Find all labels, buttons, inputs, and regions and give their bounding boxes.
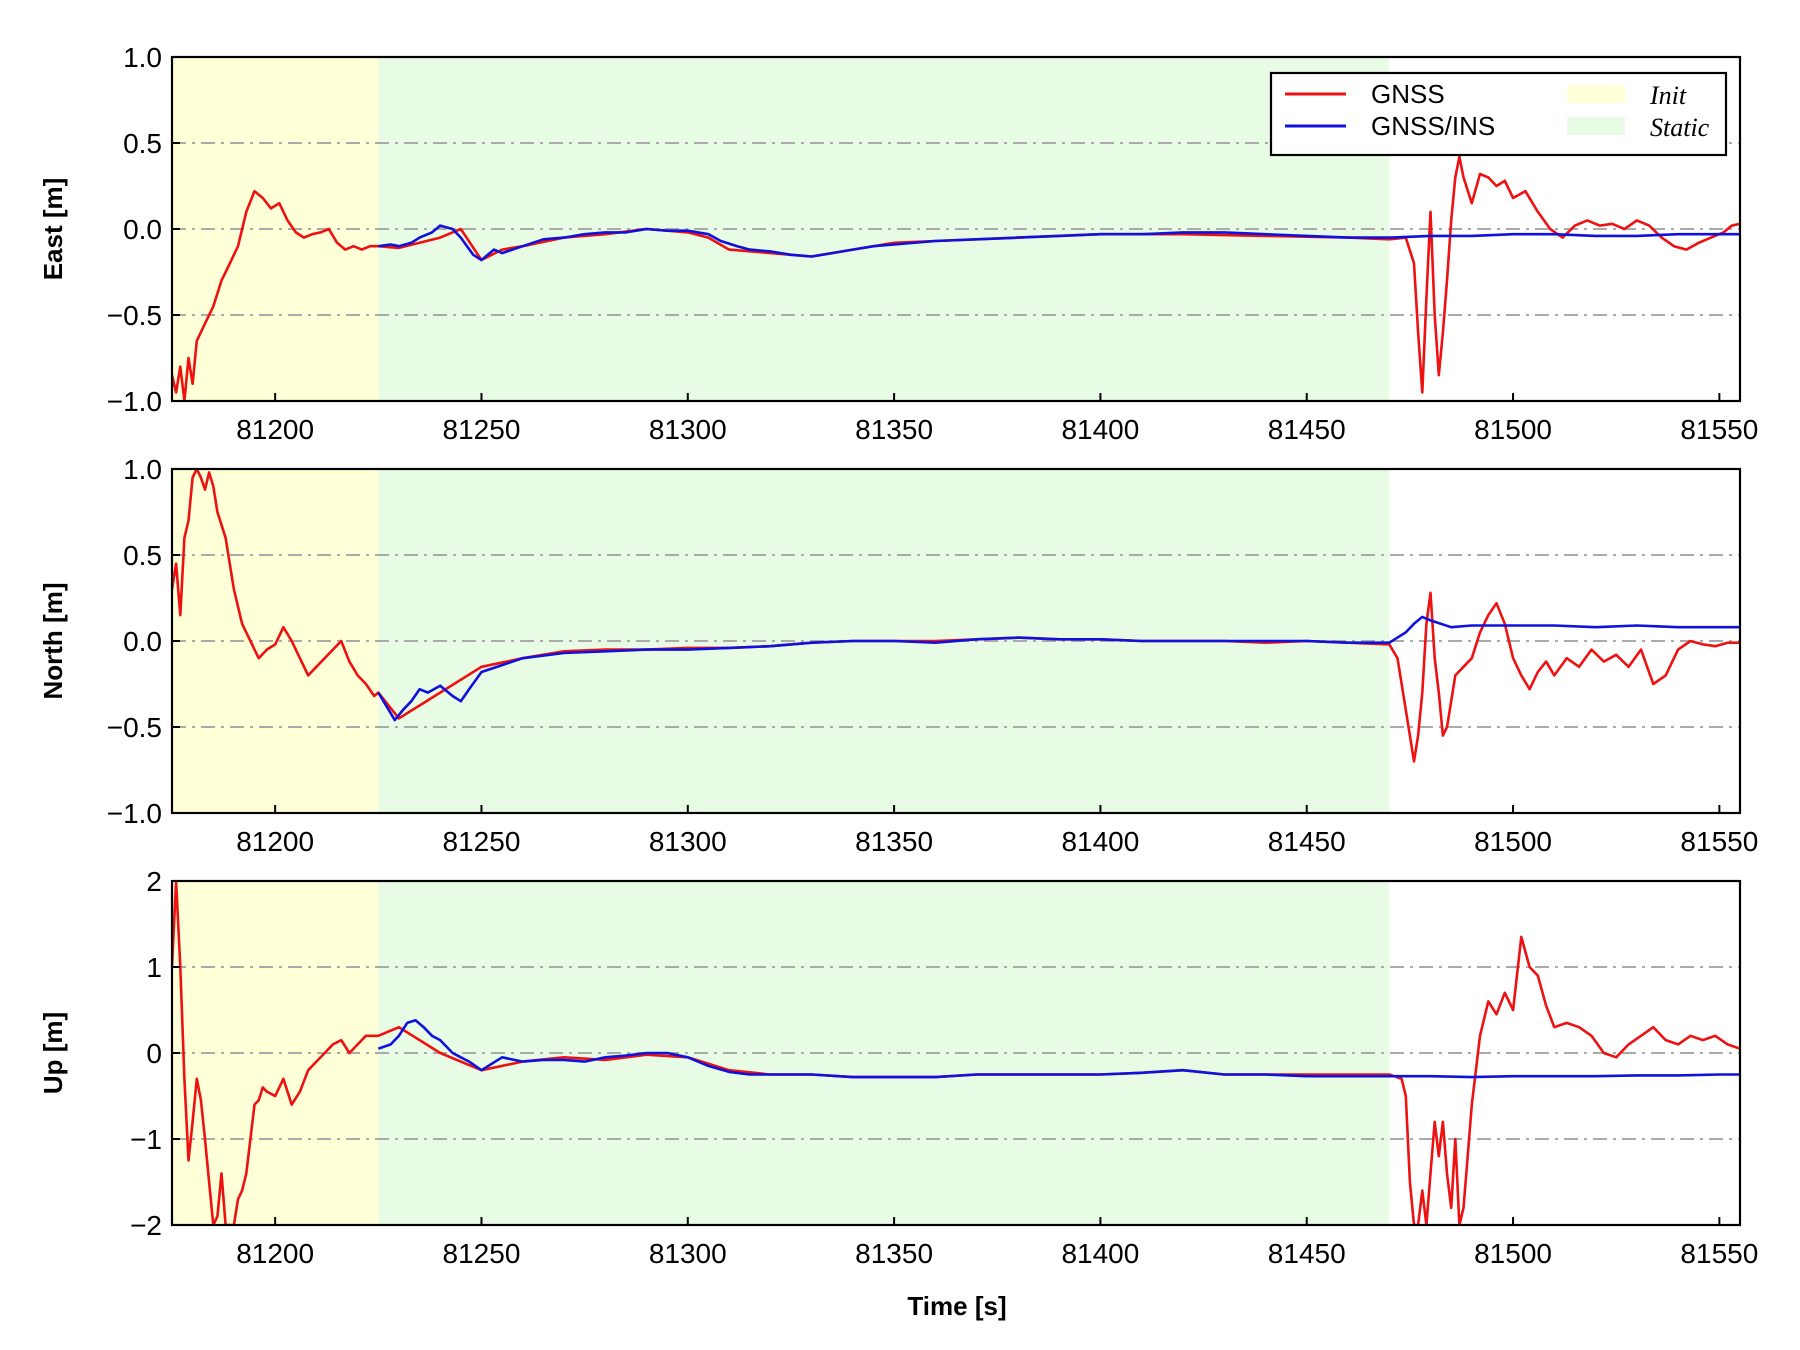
y-tick-label: 0.5 bbox=[123, 540, 162, 571]
y-tick-label: −1 bbox=[130, 1124, 162, 1155]
legend-frame bbox=[1269, 71, 1728, 157]
y-tick-label: 2 bbox=[146, 866, 162, 897]
x-tick-label: 81500 bbox=[1474, 1238, 1552, 1269]
legend-label-gnss: GNSS bbox=[1371, 79, 1445, 109]
legend-label-init: Init bbox=[1649, 81, 1687, 110]
x-tick-label: 81250 bbox=[443, 826, 521, 857]
y-tick-label: 1.0 bbox=[123, 454, 162, 485]
y-tick-label: −1.0 bbox=[107, 798, 162, 829]
x-tick-label: 81500 bbox=[1474, 826, 1552, 857]
y-tick-label: 1.0 bbox=[123, 42, 162, 73]
x-tick-label: 81450 bbox=[1268, 826, 1346, 857]
x-tick-label: 81250 bbox=[443, 1238, 521, 1269]
x-tick-label: 81350 bbox=[855, 414, 933, 445]
y-axis-title-east: East [m] bbox=[38, 178, 68, 281]
x-tick-label: 81250 bbox=[443, 414, 521, 445]
x-axis-title: Time [s] bbox=[907, 1291, 1006, 1321]
x-tick-label: 81550 bbox=[1680, 826, 1758, 857]
x-tick-label: 81300 bbox=[649, 1238, 727, 1269]
y-tick-label: 1 bbox=[146, 952, 162, 983]
y-tick-label: 0.0 bbox=[123, 626, 162, 657]
x-tick-label: 81200 bbox=[236, 1238, 314, 1269]
y-tick-label: −1.0 bbox=[107, 386, 162, 417]
y-tick-label: −0.5 bbox=[107, 712, 162, 743]
panel-east: −1.0 −0.5 0.0 0.5 1.0 81200 81250 81300 81350 814… bbox=[38, 42, 1758, 445]
x-tick-label: 81450 bbox=[1268, 414, 1346, 445]
legend-swatch-static bbox=[1567, 117, 1625, 135]
x-tick-label: 81200 bbox=[236, 826, 314, 857]
legend: GNSS GNSS/INS Init Static bbox=[1269, 71, 1728, 157]
x-tick-label: 81400 bbox=[1061, 414, 1139, 445]
panel-up: −2 −1 0 1 2 81200 81250 81300 81350 81400 81450 815… bbox=[38, 866, 1758, 1269]
x-tick-label: 81400 bbox=[1061, 1238, 1139, 1269]
x-tick-label: 81350 bbox=[855, 826, 933, 857]
y-axis-title-up: Up [m] bbox=[38, 1012, 68, 1094]
x-tick-label: 81450 bbox=[1268, 1238, 1346, 1269]
x-tick-label: 81200 bbox=[236, 414, 314, 445]
chart-panels: −1.0 −0.5 0.0 0.5 1.0 81200 81250 81300 81350 814… bbox=[38, 42, 1758, 1269]
series-line-gnss-ins bbox=[377, 615, 1740, 722]
y-tick-label: −0.5 bbox=[107, 300, 162, 331]
y-tick-label: 0.5 bbox=[123, 128, 162, 159]
legend-swatch-init bbox=[1567, 85, 1625, 103]
x-tick-label: 81550 bbox=[1680, 414, 1758, 445]
series-line-gnss-ins bbox=[378, 224, 1740, 262]
x-tick-label: 81350 bbox=[855, 1238, 933, 1269]
series-line-gnss-ins bbox=[377, 1018, 1740, 1079]
x-tick-label: 81300 bbox=[649, 826, 727, 857]
y-axis-title-north: North [m] bbox=[38, 583, 68, 700]
panel-north: −1.0 −0.5 0.0 0.5 1.0 81200 81250 81300 81350 814… bbox=[38, 454, 1758, 857]
legend-label-gnss-ins: GNSS/INS bbox=[1371, 111, 1495, 141]
x-tick-label: 81400 bbox=[1061, 826, 1139, 857]
y-tick-label: 0 bbox=[146, 1038, 162, 1069]
x-tick-label: 81300 bbox=[649, 414, 727, 445]
x-tick-label: 81550 bbox=[1680, 1238, 1758, 1269]
x-tick-label: 81500 bbox=[1474, 414, 1552, 445]
y-tick-label: −2 bbox=[130, 1210, 162, 1241]
legend-label-static: Static bbox=[1650, 113, 1710, 142]
y-tick-label: 0.0 bbox=[123, 214, 162, 245]
